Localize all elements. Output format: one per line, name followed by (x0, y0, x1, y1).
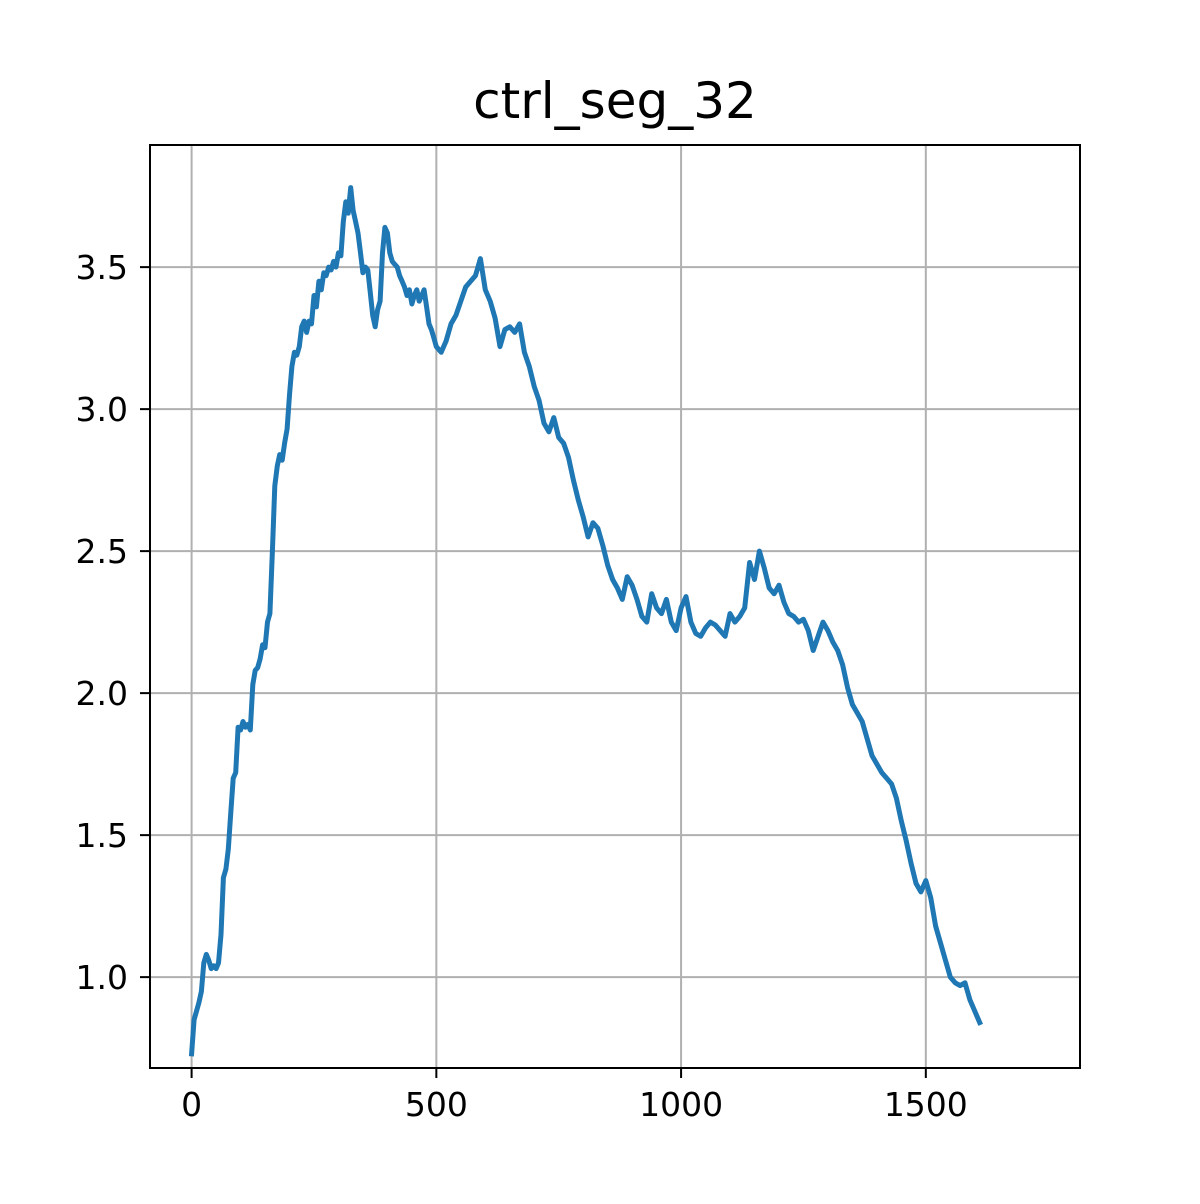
y-tick-label: 1.0 (76, 958, 128, 997)
chart-title: ctrl_seg_32 (473, 72, 757, 130)
plot-frame (149, 144, 1081, 1069)
x-axis: 0 500 1000 1500 (181, 1068, 968, 1124)
x-tick-label: 500 (405, 1085, 468, 1124)
y-tick-label: 2.0 (76, 674, 128, 713)
x-tick-label: 1500 (884, 1085, 968, 1124)
x-tick-label: 1000 (639, 1085, 723, 1124)
x-tick-label: 0 (181, 1085, 202, 1124)
y-tick-label: 2.5 (76, 532, 128, 571)
y-axis: 1.0 1.5 2.0 2.5 3.0 3.5 (76, 248, 150, 997)
grid-lines (150, 145, 1080, 1068)
series-line (188, 185, 983, 1057)
series-layer (188, 185, 983, 1057)
y-tick-label: 3.5 (76, 248, 128, 287)
y-tick-label: 3.0 (76, 390, 128, 429)
y-tick-label: 1.5 (76, 816, 128, 855)
